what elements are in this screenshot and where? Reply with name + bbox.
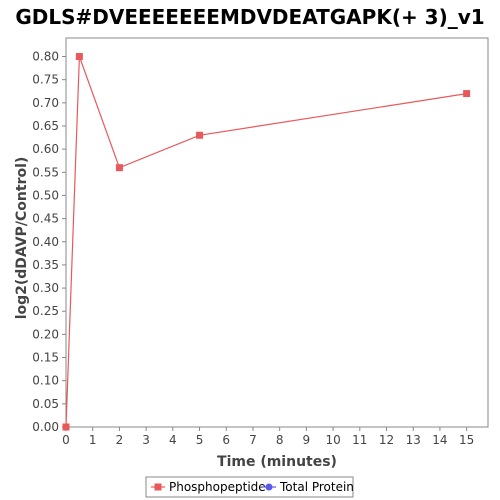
data-point [115,164,123,172]
legend: Phosphopeptide Total Protein [145,476,354,498]
x-tick-label: 3 [142,433,150,447]
plot-frame [65,37,489,428]
legend-label: Total Protein [279,480,354,494]
x-tick-label: 12 [379,433,394,447]
x-tick-label: 8 [276,433,284,447]
x-tick-label: 15 [459,433,474,447]
y-tick-label: 0.30 [32,281,59,295]
y-tick-label: 0.60 [32,142,59,156]
y-tick-label: 0.80 [32,50,59,64]
data-point [196,131,204,139]
y-tick-label: 0.05 [32,397,59,411]
y-tick-label: 0.00 [32,420,59,434]
series-layer [62,53,471,431]
data-point [463,90,471,98]
x-tick-label: 14 [432,433,447,447]
y-tick-label: 0.15 [32,351,59,365]
x-tick-label: 0 [62,433,70,447]
x-tick-label: 9 [303,433,311,447]
data-point [75,53,83,61]
legend-marker [265,483,273,491]
y-tick-label: 0.45 [32,212,59,226]
legend-label: Phosphopeptide [169,480,266,494]
legend-box [145,476,354,498]
x-tick-label: 5 [196,433,204,447]
x-tick-label: 4 [169,433,177,447]
legend-marker [154,483,162,491]
x-tick-label: 10 [325,433,340,447]
x-tick-label: 2 [116,433,124,447]
plot-area [65,37,489,428]
y-tick-label: 0.70 [32,96,59,110]
y-tick-label: 0.25 [32,304,59,318]
y-tick-label: 0.35 [32,258,59,272]
x-tick-label: 7 [249,433,257,447]
y-tick-label: 0.10 [32,374,59,388]
x-tick-label: 6 [222,433,230,447]
y-tick-label: 0.65 [32,119,59,133]
x-axis-label: Time (minutes) [217,454,337,470]
y-axis-label: log2(dDAVP/Control) [14,157,30,320]
x-axis-ticks: 0 1 2 3 4 5 6 7 8 9 10 11 12 13 14 15 [62,427,474,447]
x-tick-label: 11 [352,433,367,447]
data-point [62,423,70,431]
chart-title: GDLS#DVEEEEEEEMDVDEATGAPK(+ 3)_v1 [15,5,484,29]
x-tick-label: 1 [89,433,97,447]
y-tick-label: 0.40 [32,235,59,249]
y-tick-label: 0.20 [32,327,59,341]
y-tick-label: 0.75 [32,73,59,87]
x-tick-label: 13 [406,433,421,447]
y-tick-label: 0.50 [32,188,59,202]
y-axis-ticks: 0.00 0.05 0.10 0.15 0.20 0.25 0.30 0.35 0.40 0.45… [32,50,66,434]
y-tick-label: 0.55 [32,165,59,179]
